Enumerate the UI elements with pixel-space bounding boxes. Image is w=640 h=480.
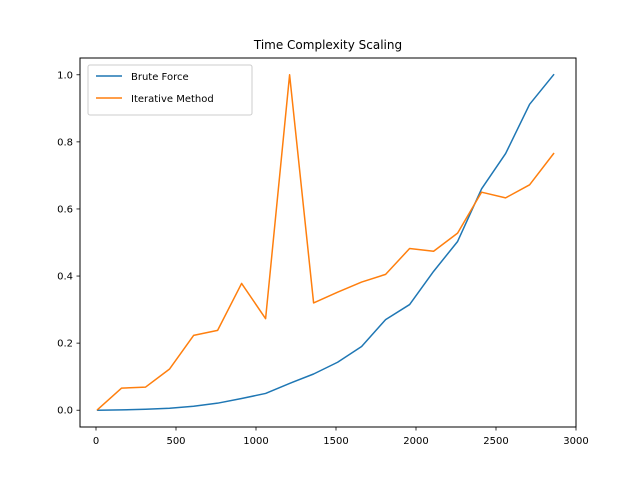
x-tick-label: 1500 [323,436,348,447]
legend-box [87,64,253,116]
y-tick-label: 0.6 [57,204,73,215]
y-axis: 0.0 0.2 0.4 0.6 0.8 1.0 [57,70,80,417]
x-tick-label: 2500 [483,436,508,447]
plot-frame [79,57,577,428]
x-tick-label: 2000 [403,436,428,447]
x-tick-label: 1000 [243,436,268,447]
y-tick-label: 0.8 [57,137,73,148]
x-tick-label: 0 [93,436,99,447]
chart-title: Time Complexity Scaling [253,38,402,52]
y-tick-label: 1.0 [57,70,73,81]
legend-label-iterative-method: Iterative Method [131,94,214,105]
y-tick-label: 0.0 [57,406,73,417]
series-layer [96,73,555,411]
x-tick-label: 3000 [563,436,588,447]
legend-label-brute-force: Brute Force [131,72,189,83]
x-axis: 0 500 1000 1500 2000 2500 3000 [93,427,589,447]
x-tick-label: 500 [166,436,185,447]
y-tick-label: 0.4 [57,272,73,283]
legend: Brute Force Iterative Method [87,64,253,116]
y-tick-label: 0.2 [57,339,73,350]
series-line-iterative-method [96,74,555,411]
